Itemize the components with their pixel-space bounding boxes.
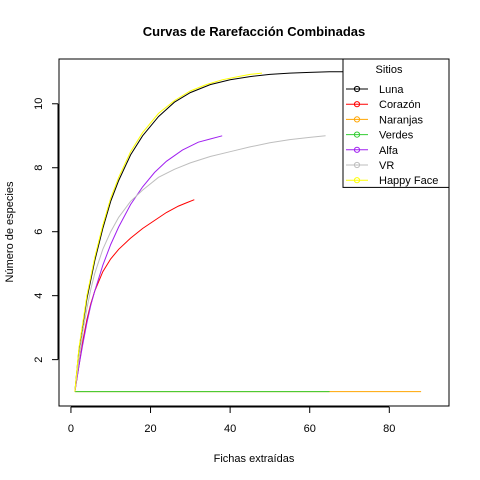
series-line-alfa [74,135,223,392]
plot-border [58,58,450,407]
y-tick-label: 8 [33,165,45,171]
chart-title: Curvas de Rarefacción Combinadas [143,24,366,39]
plot-area [74,71,422,393]
legend-label-vr: VR [379,160,394,172]
legend-box [342,58,450,188]
legend-label-alfa: Alfa [379,145,399,157]
x-tick-label: 0 [68,423,74,435]
y-tick-label: 2 [33,357,45,363]
y-axis-title: Número de especies [4,181,16,282]
legend-marker-happy-face [353,177,361,184]
y-tick-label: 10 [33,98,45,110]
y-tick-label: 6 [33,229,45,235]
legend-marker-luna [353,85,361,93]
y-tick-label: 4 [33,293,45,299]
x-tick-label: 20 [144,423,156,435]
legend: Sitios Luna Corazón Naranjas Verdes Alfa VR Hap… [342,58,450,188]
legend-label-verdes: Verdes [379,130,414,142]
legend-label-corazon: Corazón [379,99,421,111]
series-line-happy-face [74,72,263,392]
legend-marker-alfa [353,146,361,153]
legend-label-naranjas: Naranjas [379,114,424,126]
legend-marker-verdes [353,131,361,138]
series-line-luna [74,71,350,392]
legend-title: Sitios [376,64,403,76]
legend-marker-naranjas [353,116,361,123]
x-tick-label: 60 [304,423,316,435]
legend-marker-vr [353,161,361,169]
legend-marker-corazon [353,101,361,108]
axes: 0 20 40 60 80 2 4 6 8 10 [33,98,395,435]
x-tick-label: 40 [224,423,236,435]
series-line-vr [74,135,326,392]
x-tick-label: 80 [383,423,395,435]
legend-label-happy-face: Happy Face [379,175,438,187]
x-axis-title: Fichas extraídas [214,453,295,465]
series-line-corazon [74,199,195,392]
legend-label-luna: Luna [379,84,404,96]
